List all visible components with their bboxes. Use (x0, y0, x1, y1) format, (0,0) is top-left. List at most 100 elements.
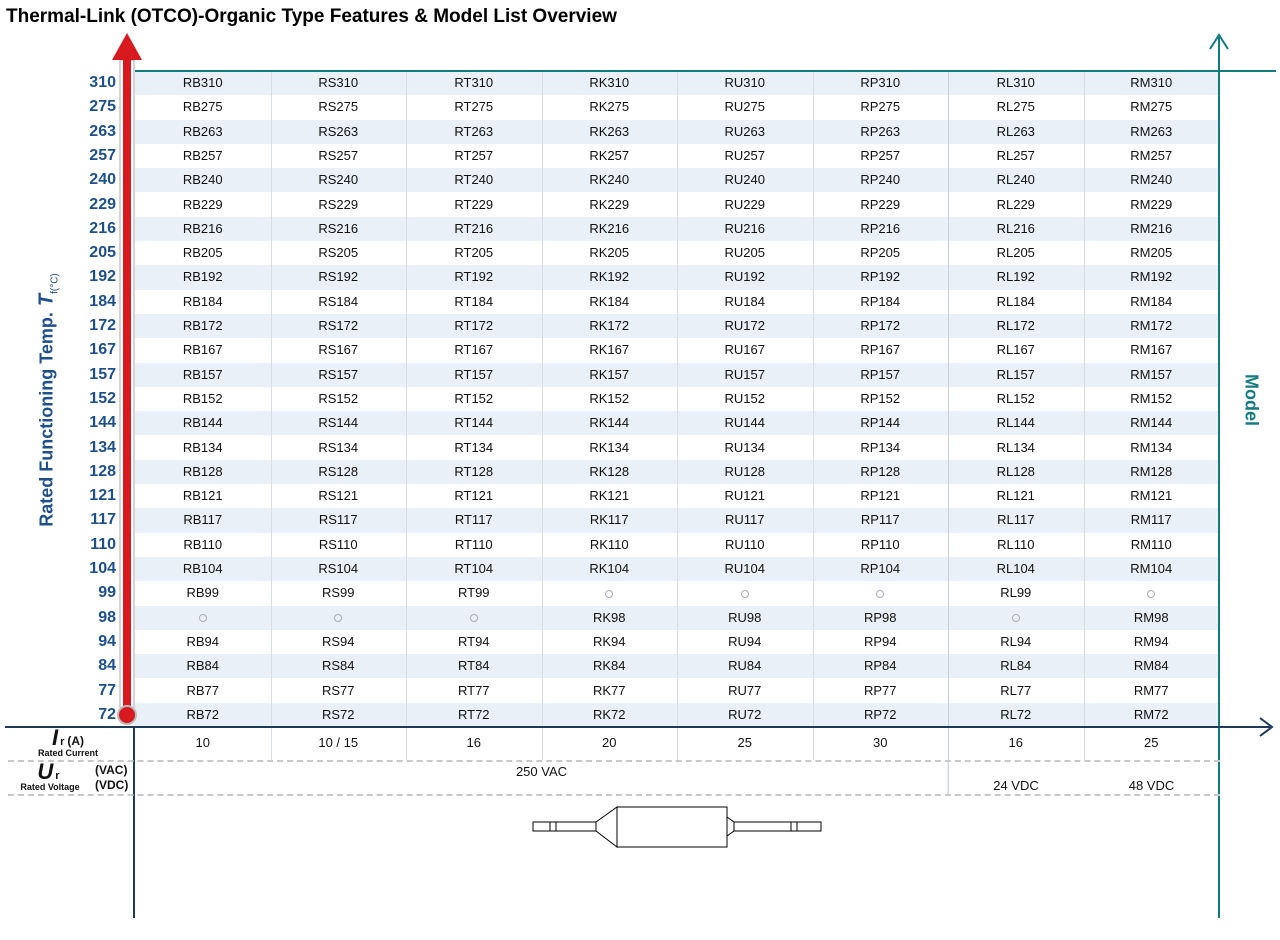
model-cell: RB94 (186, 633, 220, 649)
model-cell: RB157 (182, 366, 223, 382)
model-cell: RT205 (454, 245, 494, 261)
model-cell: RP84 (863, 658, 897, 674)
model-cell: RT99 (457, 585, 490, 601)
model-cell: RU172 (724, 318, 765, 333)
table-row: RB121 RS121 RT121 RK121 RU121 RP121 RL121 RM121 (135, 484, 1219, 508)
voltage-symbol: U (37, 759, 54, 784)
model-cell: RP134 (860, 439, 901, 455)
model-cell: RT172 (454, 318, 494, 333)
model-cell: RP128 (860, 463, 901, 479)
model-cell: RS157 (318, 366, 359, 382)
model-cell: RB77 (186, 682, 220, 698)
model-cell: RB184 (182, 293, 223, 309)
model-cell: RK172 (589, 318, 630, 333)
model-cell: RU216 (724, 220, 765, 236)
temperature-label: 172 (89, 317, 116, 334)
model-cell: RB192 (182, 269, 223, 285)
model-cell: RU184 (724, 293, 765, 309)
model-cell: RP117 (860, 512, 900, 528)
model-cell: RB275 (182, 99, 223, 115)
model-cell: RL184 (996, 293, 1035, 309)
model-cell: RM172 (1130, 318, 1173, 333)
model-cell: RT104 (454, 561, 494, 576)
model-cell: RS229 (318, 196, 359, 212)
model-cell: RP157 (860, 366, 901, 382)
model-cell: RL229 (996, 196, 1035, 212)
temperature-label: 94 (98, 632, 116, 650)
model-cell: RP257 (860, 147, 901, 163)
thermal-link-drawing-icon (532, 806, 822, 849)
column-divider (812, 71, 814, 760)
rated-current-value: 10 (195, 735, 210, 750)
model-cell: RS84 (321, 658, 355, 674)
table-row: RB167 RS167 RT167 RK167 RU167 RP167 RL167 RM167 (135, 338, 1219, 362)
model-cell: RB104 (182, 561, 223, 576)
model-cell: RK192 (589, 269, 630, 285)
model-cell: RM152 (1130, 390, 1173, 406)
model-cell: RM257 (1130, 147, 1173, 163)
temperature-label: 134 (89, 438, 116, 456)
model-cell: RP77 (863, 682, 897, 698)
temperature-label: 167 (89, 341, 116, 359)
model-cell: RT192 (454, 269, 494, 285)
rated-current-value: 25 (737, 735, 752, 750)
empty-cell (271, 606, 407, 630)
y-axis-sub: f (49, 291, 61, 294)
model-cell: RU98 (728, 609, 762, 625)
model-cell: RP72 (863, 706, 897, 722)
model-cell: RP94 (863, 633, 897, 649)
model-cell: RK167 (589, 342, 630, 358)
model-cell: RT117 (454, 512, 493, 528)
column-divider (948, 71, 949, 794)
model-cell: RK205 (589, 245, 630, 261)
model-cell: RL134 (996, 439, 1035, 455)
model-cell: RB172 (182, 318, 223, 333)
temperature-label: 144 (89, 414, 116, 432)
model-cell: RL99 (1000, 585, 1032, 601)
model-cell: RM216 (1130, 220, 1173, 236)
model-cell: RB205 (182, 245, 223, 261)
table-row: RB94 RS94 RT94 RK94 RU94 RP94 RL94 RM94 (135, 630, 1219, 654)
model-cell: RK152 (589, 390, 630, 406)
model-cell: RM110 (1130, 536, 1172, 552)
thermometer-arrow-icon (112, 33, 142, 60)
temperature-label: 117 (90, 511, 116, 529)
model-cell: RB117 (183, 512, 223, 528)
model-cell: RS121 (318, 488, 359, 504)
empty-cell (1084, 581, 1220, 605)
model-cell: RT257 (454, 147, 494, 163)
voltage-unit-dc: (VDC) (95, 778, 129, 792)
model-cell: RL128 (996, 463, 1035, 479)
model-cell: RU229 (724, 196, 765, 212)
model-cell: RU72 (728, 706, 762, 722)
voltage-sub: r (55, 770, 60, 782)
model-cell: RP192 (860, 269, 901, 285)
current-label-text: Rated Current (37, 748, 98, 758)
empty-circle-icon (334, 614, 343, 623)
temperature-label: 128 (89, 462, 116, 480)
model-cell: RS94 (321, 633, 355, 649)
model-cell: RL152 (996, 390, 1035, 406)
model-cell: RK157 (589, 366, 630, 382)
teal-arrow-head-icon (1209, 33, 1229, 50)
model-cell: RL263 (996, 123, 1035, 139)
model-cell: RS128 (318, 463, 359, 479)
vac-value: 250 VAC (515, 764, 568, 779)
model-cell: RU275 (724, 99, 765, 115)
model-cell: RL110 (997, 536, 1035, 552)
vdc-rl-value: 24 VDC (993, 778, 1039, 793)
rated-current-value: 10 / 15 (318, 735, 359, 750)
model-cell: RK257 (589, 147, 630, 163)
model-cell: RT310 (454, 75, 494, 90)
model-cell: RB167 (182, 342, 223, 358)
model-cell: RP152 (860, 390, 901, 406)
model-cell: RK84 (592, 658, 626, 674)
model-cell: RU121 (724, 488, 765, 504)
model-cell: RP275 (860, 99, 901, 115)
model-cell: RM192 (1130, 269, 1173, 285)
model-cell: RU117 (724, 512, 765, 528)
model-cell: RP205 (860, 245, 901, 261)
dashed-divider (8, 760, 1220, 762)
